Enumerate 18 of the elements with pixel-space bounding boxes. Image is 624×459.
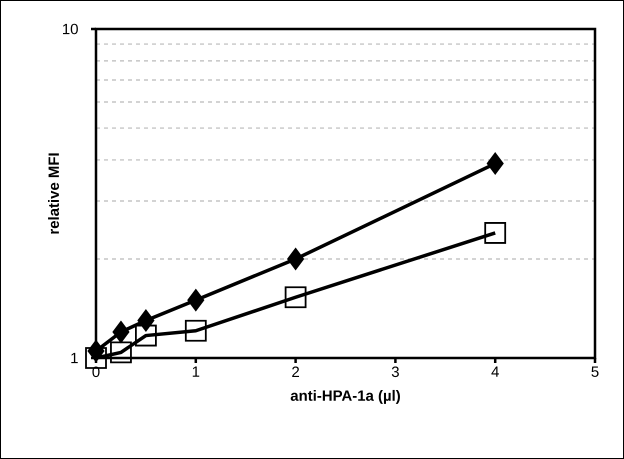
x-tick-label: 2	[292, 366, 300, 377]
x-tick-label: 5	[591, 366, 599, 377]
point	[138, 310, 154, 332]
point	[135, 324, 157, 346]
point	[484, 222, 506, 244]
x-axis-title: anti-HPA-1a (µl)	[290, 390, 400, 404]
y-tick-label: 10	[63, 24, 78, 34]
point	[187, 289, 204, 311]
point	[112, 321, 130, 343]
point	[486, 152, 504, 174]
x-tick-label: 4	[491, 366, 499, 377]
point	[284, 286, 306, 308]
point	[184, 320, 207, 342]
x-tick-label: 1	[192, 366, 200, 377]
point	[287, 248, 304, 270]
x-tick-label: 3	[392, 366, 399, 378]
point	[110, 342, 132, 364]
y-axis-title: relative MFI	[48, 153, 60, 234]
